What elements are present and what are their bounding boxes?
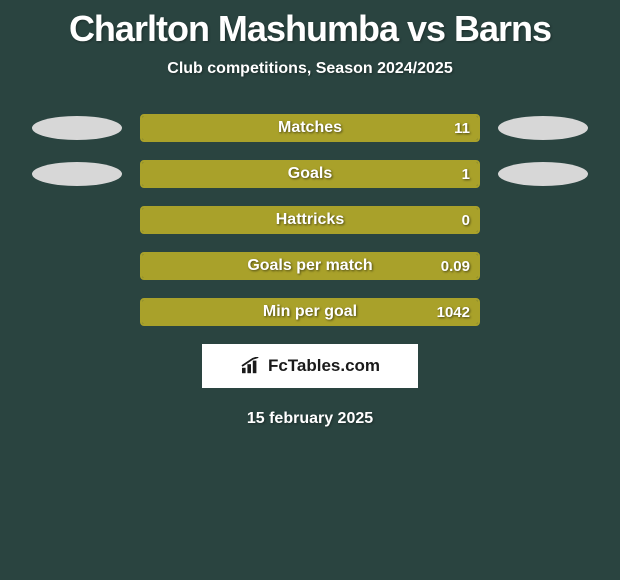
stat-bar: Goals1 [140, 160, 480, 188]
comparison-chart: Matches11 Goals1 Hattricks0 Goals per match… [0, 114, 620, 326]
footer-date: 15 february 2025 [0, 410, 620, 428]
stat-value: 11 [454, 116, 470, 140]
stat-label: Goals [142, 162, 478, 186]
player-right-marker [498, 162, 588, 186]
stat-label: Hattricks [142, 208, 478, 232]
stat-bar: Matches11 [140, 114, 480, 142]
stat-row: Hattricks0 [0, 206, 620, 234]
stat-bar: Min per goal1042 [140, 298, 480, 326]
stat-label: Matches [142, 116, 478, 140]
player-left-marker [32, 162, 122, 186]
logo-box: FcTables.com [202, 344, 418, 388]
stat-bar: Hattricks0 [140, 206, 480, 234]
stat-label: Min per goal [142, 300, 478, 324]
subtitle: Club competitions, Season 2024/2025 [0, 60, 620, 78]
player-left-marker [32, 116, 122, 140]
stat-row: Matches11 [0, 114, 620, 142]
stat-value: 0.09 [441, 254, 470, 278]
logo-text: FcTables.com [268, 356, 380, 376]
page-title: Charlton Mashumba vs Barns [0, 0, 620, 50]
stat-bar: Goals per match0.09 [140, 252, 480, 280]
stat-value: 0 [462, 208, 470, 232]
stat-value: 1042 [437, 300, 470, 324]
stat-row: Goals1 [0, 160, 620, 188]
player-right-marker [498, 116, 588, 140]
stat-row: Min per goal1042 [0, 298, 620, 326]
stat-value: 1 [462, 162, 470, 186]
stat-row: Goals per match0.09 [0, 252, 620, 280]
stat-label: Goals per match [142, 254, 478, 278]
barchart-icon [240, 357, 262, 375]
